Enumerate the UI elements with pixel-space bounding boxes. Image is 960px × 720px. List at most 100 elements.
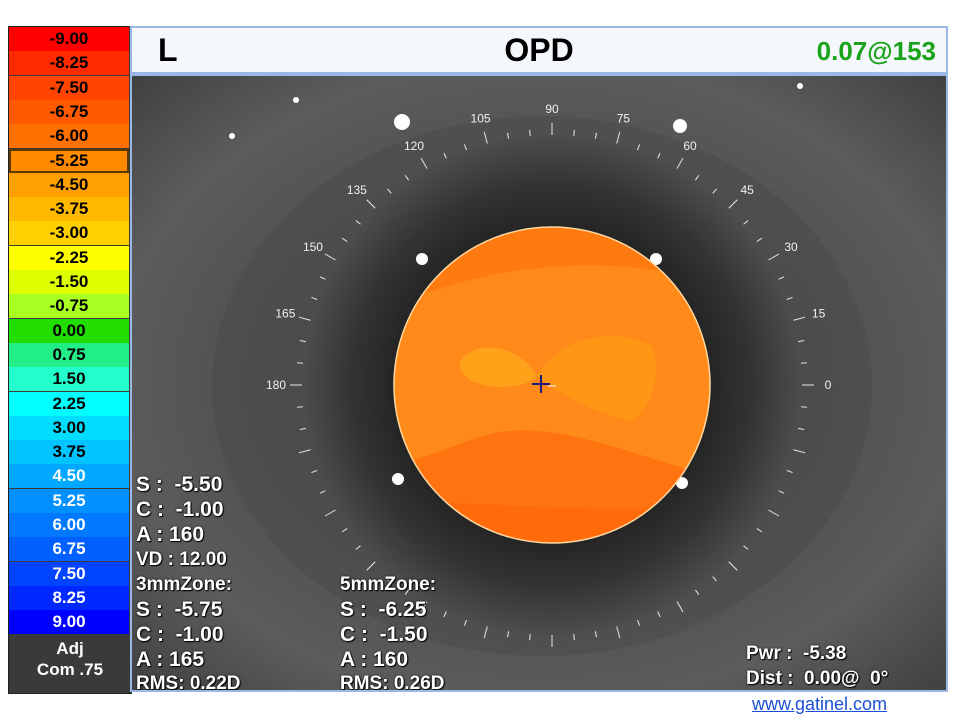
sphere-value: S : -5.50 bbox=[136, 473, 223, 496]
color-scale: -9.00 -8.25 -7.50 -6.75 -6.00 -5.25 -4.50 -3.75… bbox=[8, 26, 132, 694]
scale-step: -8.25 bbox=[9, 51, 129, 76]
distance-value: Dist : 0.00@ 0° bbox=[746, 668, 889, 689]
zone3-sphere: S : -5.75 bbox=[136, 598, 223, 621]
scale-step: -0.75 bbox=[9, 294, 129, 319]
power-value: Pwr : -5.38 bbox=[746, 643, 847, 664]
axis-tick bbox=[443, 152, 447, 159]
axis-tick bbox=[657, 152, 661, 159]
axis-tick bbox=[616, 131, 621, 144]
scale-step: -1.50 bbox=[9, 270, 129, 294]
axis-tick bbox=[801, 362, 808, 364]
axis-tick bbox=[298, 449, 311, 454]
axis-tick bbox=[573, 129, 575, 136]
axis-degree-label: 180 bbox=[266, 378, 286, 392]
axis-tick bbox=[443, 611, 447, 618]
scale-step: 4.50 bbox=[9, 464, 129, 489]
opd-color-map bbox=[394, 227, 710, 543]
axis-tick bbox=[756, 237, 762, 243]
axis-readout: 0.07@153 bbox=[816, 36, 936, 66]
axis-tick bbox=[798, 340, 805, 343]
axis-tick bbox=[793, 449, 806, 454]
axis-tick bbox=[694, 589, 700, 595]
axis-tick bbox=[594, 631, 597, 638]
axis-tick bbox=[694, 175, 700, 181]
light-reflex bbox=[392, 473, 404, 485]
scale-step: -5.25 bbox=[9, 148, 129, 173]
axis-tick bbox=[801, 406, 808, 408]
axis-tick bbox=[296, 406, 303, 408]
axis-tick bbox=[319, 276, 326, 280]
scale-step: 6.00 bbox=[9, 513, 129, 537]
scale-step: 0.00 bbox=[9, 318, 129, 343]
axis-degree-label: 120 bbox=[404, 139, 424, 153]
axis-tick bbox=[768, 253, 780, 261]
light-reflex bbox=[229, 133, 235, 139]
scale-step: -6.00 bbox=[9, 124, 129, 149]
axis-degree-label: 15 bbox=[812, 307, 826, 321]
scale-step: 3.00 bbox=[9, 415, 129, 440]
scale-step: -2.25 bbox=[9, 245, 129, 270]
axis-degree-label: 135 bbox=[347, 183, 367, 197]
scale-step: -7.50 bbox=[9, 75, 129, 100]
axis-tick bbox=[594, 132, 597, 139]
axis-tick bbox=[324, 253, 336, 261]
axis-tick bbox=[507, 631, 510, 638]
zone5-title: 5mmZone: bbox=[340, 574, 437, 595]
axis-tick bbox=[463, 619, 467, 626]
map-header: L OPD 0.07@153 bbox=[130, 26, 948, 74]
axis-tick bbox=[778, 276, 785, 280]
opd-map[interactable]: 0 15 30 45 60 75 90 105 120 135 150 165 180 S : -5.5… bbox=[130, 74, 948, 692]
axis-tick bbox=[311, 296, 318, 300]
vertex-distance-value: VD : 12.00 bbox=[136, 549, 227, 570]
axis-tick bbox=[743, 545, 749, 550]
axis-tick bbox=[676, 601, 684, 613]
axis-degree-label: 165 bbox=[275, 307, 295, 321]
axis-tick bbox=[355, 545, 361, 550]
light-reflex bbox=[394, 114, 410, 130]
axis-tick bbox=[299, 427, 306, 430]
axis-tick bbox=[657, 611, 661, 618]
axis-tick bbox=[387, 576, 392, 582]
axis-tick bbox=[529, 129, 531, 136]
axis-tick bbox=[342, 237, 348, 243]
axis-tick bbox=[311, 470, 318, 474]
axis-tick bbox=[712, 576, 717, 582]
axis-tick bbox=[342, 527, 348, 533]
map-title: OPD bbox=[504, 32, 574, 68]
axis-tick bbox=[728, 561, 738, 571]
axis-degree-labels: 0 15 30 45 60 75 90 105 120 135 150 165 180 bbox=[266, 102, 832, 392]
axis-tick bbox=[483, 626, 488, 639]
axis-tick bbox=[798, 427, 805, 430]
axis-degree-label: 105 bbox=[471, 111, 491, 125]
axis-tick bbox=[637, 619, 641, 626]
axis-tick bbox=[786, 470, 793, 474]
pupil-outline bbox=[393, 226, 711, 544]
scale-step: -4.50 bbox=[9, 172, 129, 197]
eye-image: 0 15 30 45 60 75 90 105 120 135 150 165 180 bbox=[132, 76, 946, 690]
axis-degree-label: 90 bbox=[545, 102, 559, 116]
website-link[interactable]: www.gatinel.com bbox=[752, 694, 888, 714]
scale-adjust-label[interactable]: Adj Com .75 bbox=[9, 634, 131, 693]
axis-tick bbox=[420, 157, 428, 169]
axis-tick bbox=[299, 340, 306, 343]
axis-tick bbox=[768, 509, 780, 517]
axis-tick bbox=[420, 601, 428, 613]
axis-tick bbox=[616, 626, 621, 639]
scale-step: 7.50 bbox=[9, 561, 129, 586]
axis-tick bbox=[463, 144, 467, 151]
axis-tick bbox=[507, 132, 510, 139]
zone5-sphere: S : -6.25 bbox=[340, 598, 427, 621]
zone3-rms: RMS: 0.22D bbox=[136, 673, 241, 692]
axis-tick bbox=[355, 220, 361, 225]
scale-step: 8.25 bbox=[9, 585, 129, 610]
axis-tick bbox=[387, 188, 392, 194]
axis-tick bbox=[676, 157, 684, 169]
scale-step: 5.25 bbox=[9, 488, 129, 513]
scale-adjust-line1: Adj bbox=[56, 639, 84, 658]
zone3-cylinder: C : -1.00 bbox=[136, 623, 224, 646]
scale-step: 1.50 bbox=[9, 367, 129, 392]
axis-degree-label: 60 bbox=[683, 139, 697, 153]
axis-tick bbox=[756, 527, 762, 533]
axis-tick bbox=[743, 220, 749, 225]
axis-degree-label: 75 bbox=[617, 111, 631, 125]
